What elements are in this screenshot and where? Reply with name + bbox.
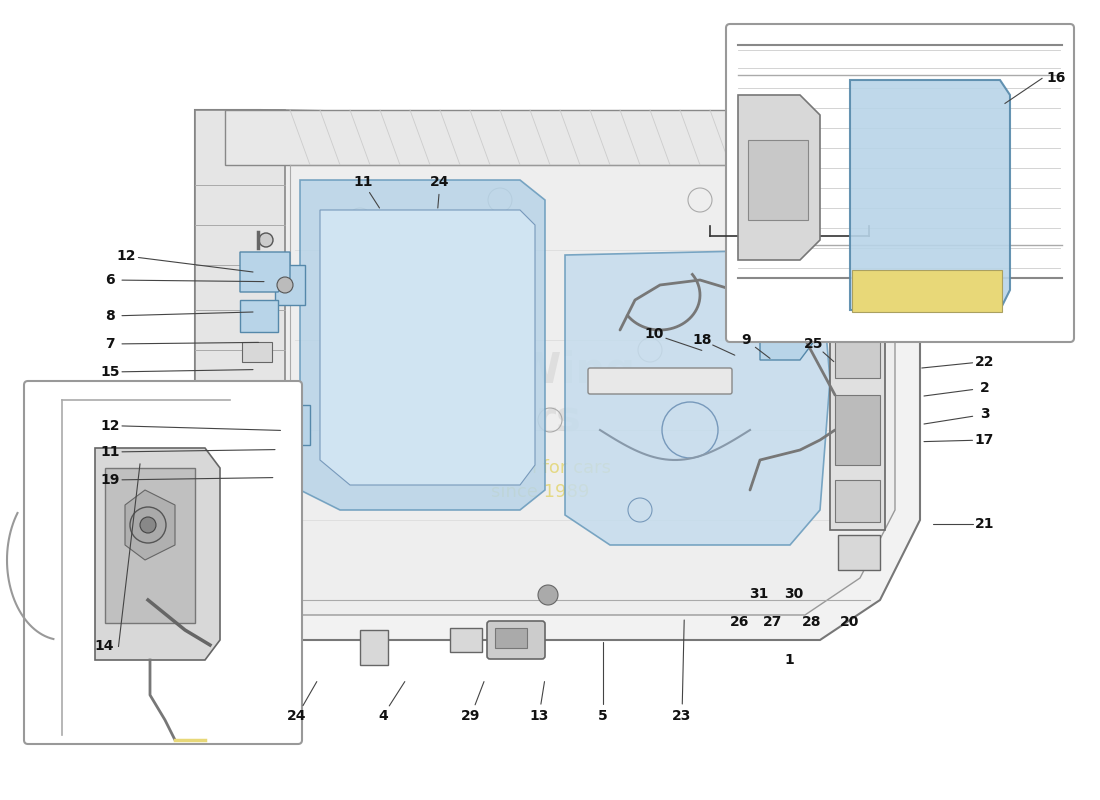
- FancyBboxPatch shape: [588, 368, 732, 394]
- Text: 28: 28: [802, 615, 822, 630]
- Text: 3: 3: [980, 407, 989, 422]
- Text: 14: 14: [95, 639, 114, 654]
- Text: 9: 9: [741, 333, 750, 347]
- Bar: [835, 318, 880, 378]
- Text: 12: 12: [100, 418, 120, 433]
- Polygon shape: [320, 210, 535, 485]
- Polygon shape: [255, 448, 285, 468]
- Text: 17: 17: [975, 433, 994, 447]
- Text: 18: 18: [692, 333, 712, 347]
- Polygon shape: [240, 252, 290, 292]
- Bar: [104, 468, 195, 623]
- Polygon shape: [300, 180, 544, 510]
- Polygon shape: [226, 110, 895, 165]
- Text: 29: 29: [461, 709, 481, 723]
- Text: 24: 24: [430, 175, 450, 190]
- Text: 23: 23: [672, 709, 692, 723]
- FancyBboxPatch shape: [487, 621, 544, 659]
- Text: 22: 22: [975, 354, 994, 369]
- Text: 15: 15: [100, 365, 120, 379]
- Circle shape: [277, 422, 293, 438]
- Text: passion for cars
since 1989: passion for cars since 1989: [469, 459, 612, 501]
- Text: 11: 11: [100, 445, 120, 459]
- Polygon shape: [275, 265, 305, 305]
- Circle shape: [277, 277, 293, 293]
- Bar: [852, 270, 1002, 312]
- Text: 21: 21: [975, 517, 994, 531]
- Text: 31: 31: [749, 586, 769, 601]
- Polygon shape: [195, 110, 285, 640]
- Polygon shape: [275, 405, 310, 445]
- Text: 6: 6: [106, 273, 114, 287]
- Text: 11: 11: [353, 175, 373, 190]
- Text: 24: 24: [287, 709, 307, 723]
- Text: 2: 2: [980, 381, 989, 395]
- Text: 12: 12: [117, 249, 136, 263]
- Polygon shape: [240, 448, 295, 485]
- Text: 10: 10: [645, 327, 664, 342]
- Text: 4: 4: [378, 709, 387, 723]
- Bar: [835, 395, 880, 465]
- Polygon shape: [760, 310, 815, 360]
- Text: GullWing
Cars: GullWing Cars: [424, 350, 636, 440]
- Circle shape: [130, 507, 166, 543]
- Bar: [748, 140, 808, 220]
- Text: 26: 26: [729, 615, 749, 630]
- Bar: [830, 310, 886, 530]
- Polygon shape: [242, 342, 272, 362]
- Bar: [360, 630, 388, 665]
- FancyBboxPatch shape: [24, 381, 302, 744]
- Text: 27: 27: [762, 615, 782, 630]
- Polygon shape: [226, 135, 895, 615]
- Text: 8: 8: [106, 309, 114, 323]
- Text: 16: 16: [1046, 71, 1066, 86]
- Text: 13: 13: [529, 709, 549, 723]
- Text: 30: 30: [784, 586, 804, 601]
- Circle shape: [140, 517, 156, 533]
- Polygon shape: [850, 80, 1010, 310]
- Polygon shape: [240, 300, 278, 332]
- Bar: [835, 480, 880, 522]
- Text: 1: 1: [785, 653, 794, 667]
- Bar: [838, 535, 880, 570]
- Polygon shape: [195, 110, 920, 640]
- Polygon shape: [240, 395, 295, 435]
- Text: 25: 25: [804, 337, 824, 351]
- Bar: [450, 628, 482, 652]
- Circle shape: [258, 233, 273, 247]
- Text: 5: 5: [598, 709, 607, 723]
- Polygon shape: [738, 95, 820, 260]
- Polygon shape: [125, 490, 175, 560]
- Text: 20: 20: [839, 615, 859, 630]
- Bar: [495, 628, 527, 648]
- Polygon shape: [565, 250, 830, 545]
- Text: 19: 19: [100, 473, 120, 487]
- Circle shape: [538, 585, 558, 605]
- FancyBboxPatch shape: [726, 24, 1074, 342]
- Text: 7: 7: [106, 337, 114, 351]
- Polygon shape: [820, 255, 855, 305]
- Polygon shape: [95, 448, 220, 660]
